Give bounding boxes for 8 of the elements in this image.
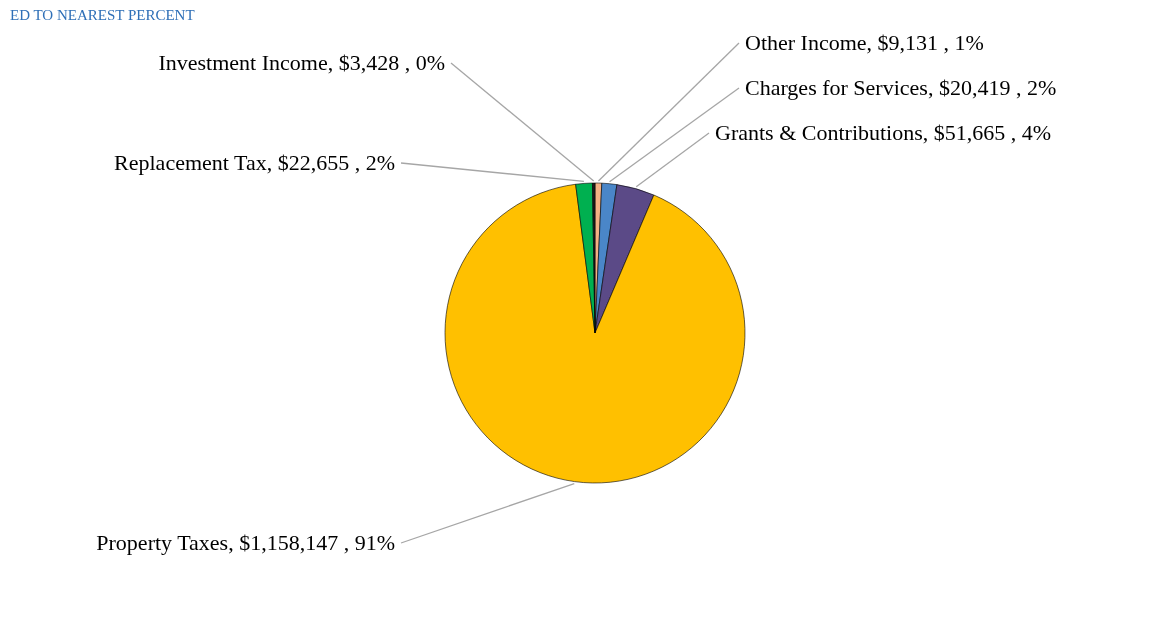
slice-label: Property Taxes, $1,158,147 , 91% — [96, 530, 395, 555]
text: ED TO NEAREST PERCENT — [10, 7, 195, 23]
slice-label: Replacement Tax, $22,655 , 2% — [114, 150, 395, 175]
slice-label: Grants & Contributions, $51,665 , 4% — [715, 120, 1052, 145]
slice-label: Investment Income, $3,428 , 0% — [158, 50, 445, 75]
pie-slice — [444, 183, 746, 484]
slice-label: Charges for Services, $20,419 , 2% — [745, 75, 1057, 100]
slice-label: Other Income, $9,131 , 1% — [745, 30, 984, 55]
